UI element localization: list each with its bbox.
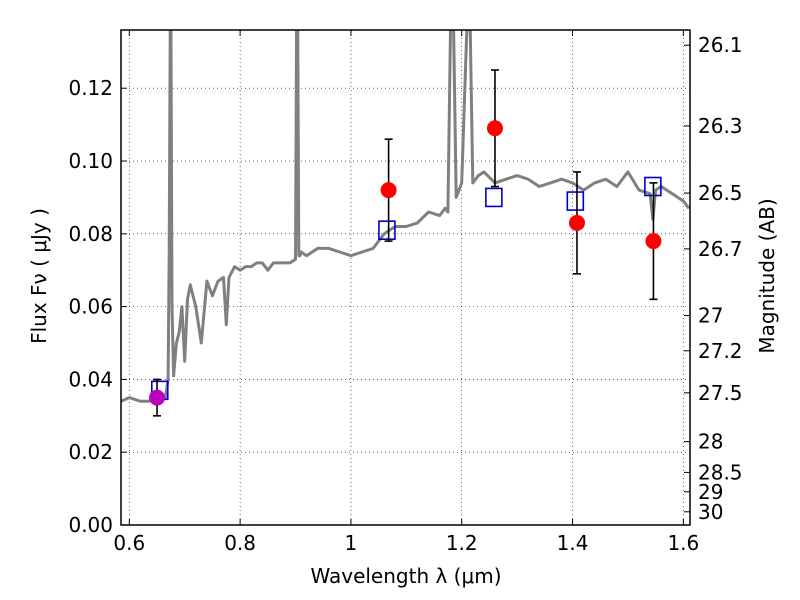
y2-tick-label: 27 bbox=[698, 304, 723, 328]
y2-tick-label: 28.5 bbox=[698, 460, 743, 484]
y2-tick-label: 26.5 bbox=[698, 181, 743, 205]
y-axis-label-text: Flux Fν ( μJy ) bbox=[27, 208, 51, 344]
x-tick-label: 1.2 bbox=[446, 531, 478, 555]
detection-point bbox=[380, 182, 397, 199]
detection-point bbox=[645, 233, 662, 250]
x-tick-label: 0.6 bbox=[113, 531, 145, 555]
svg-text:Wavelength λ (μm): Wavelength λ (μm) bbox=[310, 564, 501, 588]
model-square-marker bbox=[485, 187, 503, 208]
y-tick-label: 0.00 bbox=[68, 513, 113, 537]
model-square-marker bbox=[566, 191, 585, 211]
y-tick-label: 0.04 bbox=[68, 367, 113, 391]
x-tick-label: 1.4 bbox=[557, 531, 589, 555]
detection-point bbox=[568, 214, 585, 231]
optical-point bbox=[149, 389, 166, 406]
y2-tick-label: 26.1 bbox=[698, 33, 743, 57]
y2-tick-label: 27.5 bbox=[698, 381, 743, 405]
y-tick-label: 0.06 bbox=[68, 295, 113, 319]
grid-lines bbox=[121, 30, 690, 525]
spectrum-series bbox=[121, 30, 690, 403]
x-tick-label: 1.6 bbox=[667, 531, 699, 555]
model-square-marker bbox=[378, 220, 396, 240]
y2-axis-label-text: Magnitude (AB) bbox=[755, 198, 779, 353]
y2-tick-label: 26.3 bbox=[698, 114, 743, 138]
y-tick-label: 0.10 bbox=[68, 149, 113, 173]
spectrum-line bbox=[121, 30, 690, 403]
y2-tick-label: 29 bbox=[698, 480, 723, 504]
y-tick-label: 0.12 bbox=[68, 76, 113, 100]
y2-tick-label: 30 bbox=[698, 500, 723, 524]
x-axis-label-text: Wavelength λ (μm) bbox=[310, 564, 501, 588]
axis-ticks: 0.6 0.8 1 1.2 1.4 1.6 0.00 0.02 0.04 0.06 0.08 0.10… bbox=[68, 30, 743, 555]
x-axis-label: Wavelength λ (μm) bbox=[310, 564, 501, 588]
y2-tick-label: 26.7 bbox=[698, 237, 743, 261]
y2-tick-label: 28 bbox=[698, 430, 723, 454]
y-axis-label: Flux Fν ( μJy ) bbox=[27, 208, 51, 344]
optical-point-series bbox=[149, 378, 166, 417]
x-tick-label: 0.8 bbox=[224, 531, 256, 555]
plot-frame bbox=[120, 29, 691, 526]
detections-series bbox=[380, 69, 662, 301]
y-tick-label: 0.02 bbox=[68, 440, 113, 464]
y-tick-label: 0.08 bbox=[68, 222, 113, 246]
y2-tick-label: 27.2 bbox=[698, 339, 743, 363]
y2-axis-label: Magnitude (AB) bbox=[755, 198, 779, 353]
x-tick-label: 1 bbox=[345, 531, 358, 555]
detection-point bbox=[486, 120, 503, 137]
